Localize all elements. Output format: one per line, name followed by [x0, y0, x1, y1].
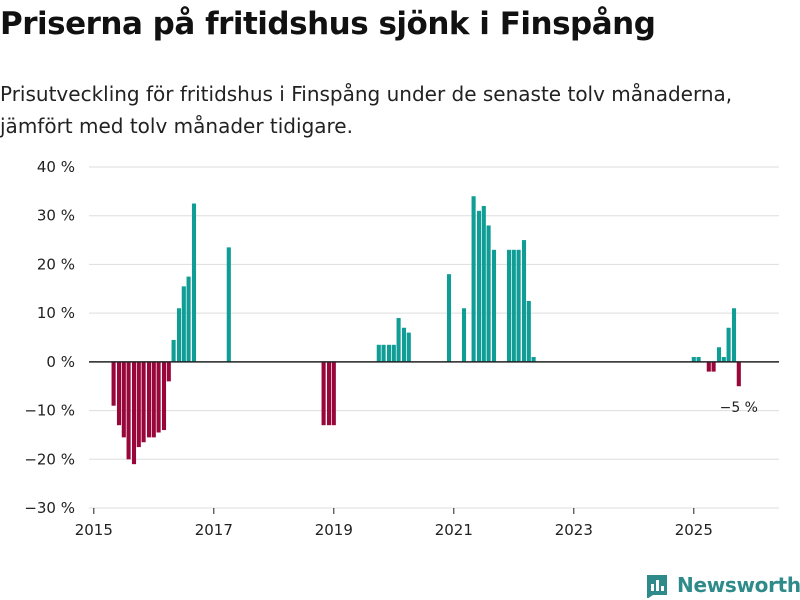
bar[interactable]	[131, 361, 137, 465]
bar[interactable]	[186, 276, 191, 362]
bar[interactable]	[116, 361, 122, 426]
bar[interactable]	[726, 327, 731, 362]
newsworthy-logo-icon	[647, 575, 667, 598]
bar[interactable]	[326, 361, 332, 426]
bar[interactable]	[731, 308, 737, 362]
gridlines	[89, 166, 779, 509]
y-tick-label: 40 %	[37, 158, 75, 176]
x-tick-label: 2015	[75, 521, 113, 539]
bar[interactable]	[111, 361, 116, 406]
newsworthy-logo-text: Newsworthy	[677, 573, 800, 597]
newsworthy-logo[interactable]: Newsworthy	[644, 570, 800, 600]
bar[interactable]	[126, 361, 131, 460]
x-tick-label: 2017	[195, 521, 233, 539]
y-tick-label: −10 %	[24, 402, 75, 420]
x-tick-label: 2025	[675, 521, 713, 539]
bar[interactable]	[516, 249, 521, 362]
latest-value-label: −5 %	[720, 400, 758, 416]
x-tick-label: 2021	[435, 521, 473, 539]
bar[interactable]	[406, 332, 411, 362]
bar[interactable]	[161, 361, 167, 431]
bar[interactable]	[171, 339, 176, 362]
bar[interactable]	[461, 308, 467, 362]
bar[interactable]	[396, 318, 401, 362]
bar[interactable]	[191, 203, 197, 362]
bar[interactable]	[736, 361, 741, 387]
bar[interactable]	[166, 361, 171, 382]
bar[interactable]	[141, 361, 146, 443]
y-tick-label: 20 %	[37, 255, 75, 273]
chart-title: Priserna på fritidshus sjönk i Finspång	[0, 6, 656, 42]
bar[interactable]	[401, 327, 407, 362]
bar[interactable]	[486, 225, 491, 362]
bar[interactable]	[121, 361, 126, 438]
y-tick-label: 30 %	[37, 207, 75, 225]
bar[interactable]	[476, 210, 482, 362]
bar[interactable]	[156, 361, 161, 433]
bar[interactable]	[391, 344, 396, 362]
bar[interactable]	[386, 344, 392, 362]
bar[interactable]	[521, 240, 527, 362]
bar[interactable]	[321, 361, 326, 426]
bar[interactable]	[491, 249, 497, 362]
bar[interactable]	[146, 361, 152, 438]
bars	[111, 196, 741, 465]
bar[interactable]	[376, 344, 381, 362]
bar[interactable]	[526, 300, 531, 362]
bar[interactable]	[331, 361, 336, 426]
bar[interactable]	[696, 356, 701, 362]
bar[interactable]	[136, 361, 141, 448]
bar[interactable]	[721, 356, 726, 362]
bar[interactable]	[481, 205, 486, 362]
x-tick-label: 2019	[315, 521, 353, 539]
y-tick-label: −20 %	[24, 450, 75, 468]
bar[interactable]	[446, 274, 452, 362]
bar[interactable]	[511, 249, 516, 362]
bar[interactable]	[706, 361, 711, 372]
y-tick-label: 10 %	[37, 304, 75, 322]
bar[interactable]	[691, 356, 696, 362]
bar[interactable]	[506, 249, 512, 362]
bar[interactable]	[711, 361, 716, 372]
chart-subtitle: Prisutveckling för fritidshus i Finspång…	[0, 82, 733, 138]
y-axis: −30 % −20 % −10 % 0 % 10 % 20 % 30 % 40 %	[24, 158, 75, 517]
bar[interactable]	[151, 361, 156, 438]
bar[interactable]	[716, 347, 722, 362]
x-axis: 2015 2017 2019 2021 2023 2025	[75, 508, 713, 539]
bar[interactable]	[531, 356, 536, 362]
bar[interactable]	[176, 308, 182, 362]
bar-chart: −30 %−20 %−10 %0 %10 %20 %30 %40 % 2015 2…	[24, 158, 779, 539]
x-tick-label: 2023	[555, 521, 593, 539]
bar[interactable]	[471, 196, 476, 362]
bar[interactable]	[381, 344, 386, 362]
bar[interactable]	[181, 286, 186, 362]
bar[interactable]	[226, 247, 231, 362]
y-tick-label: −30 %	[24, 499, 75, 517]
y-tick-label: 0 %	[46, 353, 75, 371]
